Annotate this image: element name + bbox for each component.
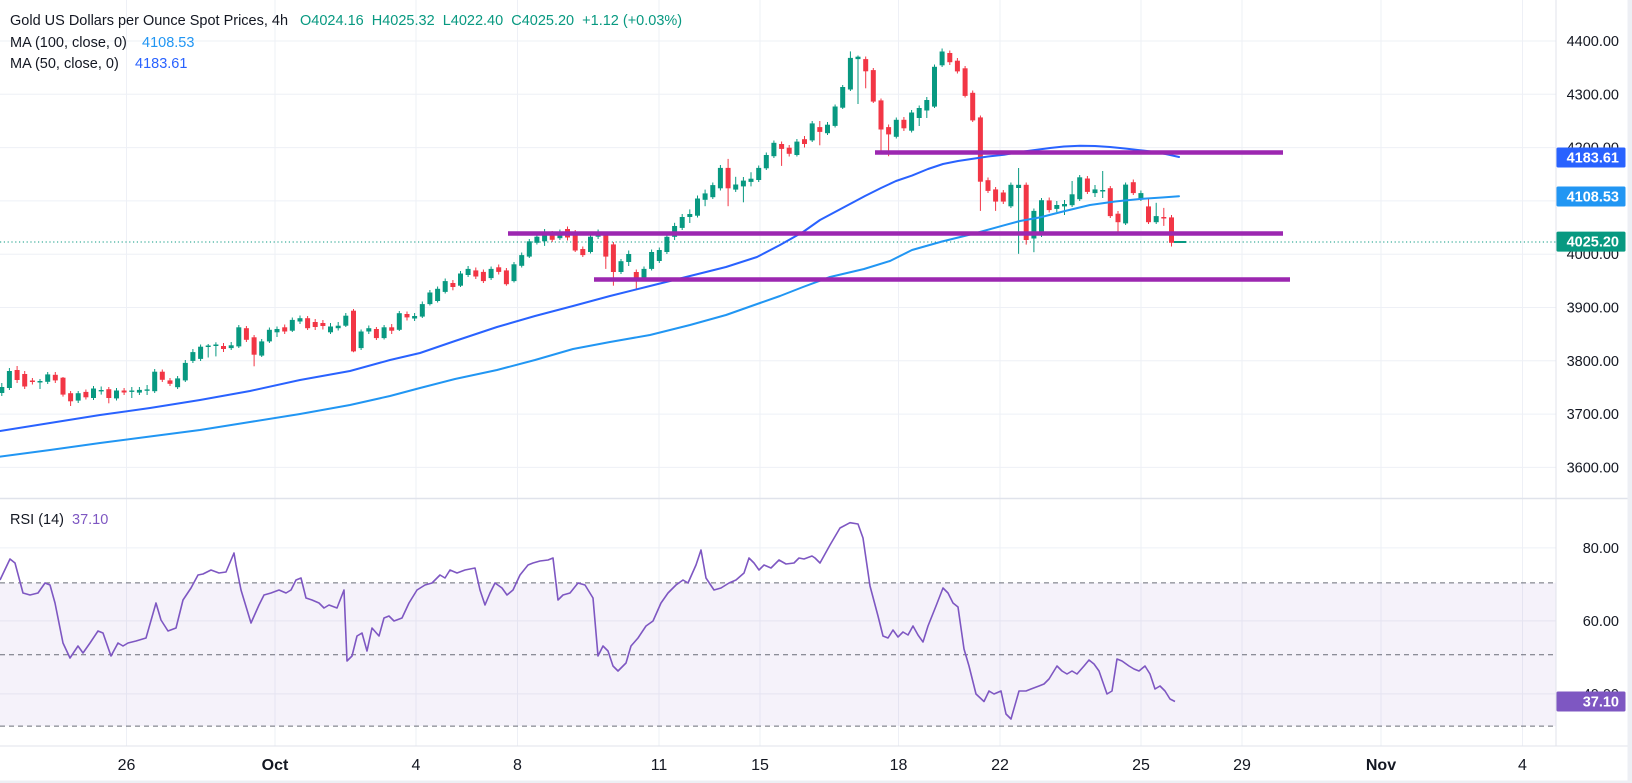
svg-text:15: 15 [751, 757, 769, 774]
svg-text:RSI (14): RSI (14) [10, 512, 64, 528]
svg-text:80.00: 80.00 [1583, 541, 1619, 557]
svg-text:37.10: 37.10 [72, 512, 108, 528]
svg-text:3600.00: 3600.00 [1567, 460, 1619, 476]
svg-text:29: 29 [1233, 757, 1251, 774]
svg-text:4108.53: 4108.53 [142, 35, 194, 51]
svg-text:4183.61: 4183.61 [1567, 151, 1619, 167]
svg-text:4400.00: 4400.00 [1567, 34, 1619, 50]
svg-text:Gold US Dollars per Ounce Spot: Gold US Dollars per Ounce Spot Prices, 4… [10, 13, 288, 29]
svg-text:3700.00: 3700.00 [1567, 407, 1619, 423]
svg-text:O4024.16 H4025.32 L4022.40: O4024.16 H4025.32 L4022.40 C4025.20 +1.1… [300, 13, 682, 29]
svg-text:4025.20: 4025.20 [1567, 235, 1619, 251]
svg-text:4: 4 [1518, 757, 1527, 774]
svg-text:MA (50, close, 0): MA (50, close, 0) [10, 56, 119, 72]
svg-text:22: 22 [991, 757, 1009, 774]
svg-text:MA (100, close, 0): MA (100, close, 0) [10, 35, 127, 51]
svg-text:60.00: 60.00 [1583, 614, 1619, 630]
svg-text:4183.61: 4183.61 [135, 56, 187, 72]
svg-text:26: 26 [118, 757, 136, 774]
svg-text:8: 8 [513, 757, 522, 774]
svg-text:11: 11 [651, 757, 668, 774]
svg-text:4108.53: 4108.53 [1567, 190, 1619, 206]
svg-text:37.10: 37.10 [1583, 695, 1619, 711]
svg-text:18: 18 [890, 757, 908, 774]
svg-text:3900.00: 3900.00 [1567, 301, 1619, 317]
svg-text:3800.00: 3800.00 [1567, 354, 1619, 370]
svg-text:4: 4 [412, 757, 421, 774]
svg-text:Oct: Oct [262, 757, 289, 774]
svg-text:Nov: Nov [1366, 757, 1396, 774]
svg-text:25: 25 [1132, 757, 1150, 774]
svg-text:4300.00: 4300.00 [1567, 87, 1619, 103]
